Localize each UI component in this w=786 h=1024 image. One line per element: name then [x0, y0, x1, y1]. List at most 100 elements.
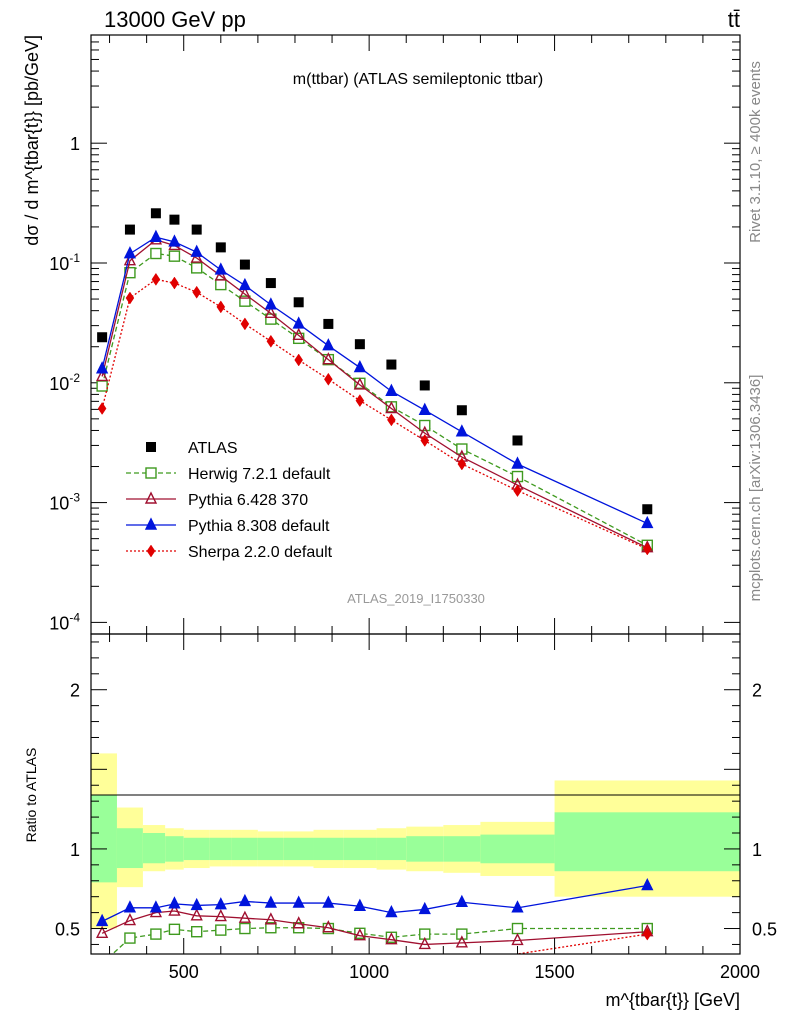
- data-point: [266, 334, 276, 348]
- ratio-point: [149, 900, 163, 913]
- series-sherpa-2-2-0-default: [97, 272, 652, 556]
- data-point: [513, 484, 522, 498]
- ratio-y-tick-label: 0.5: [752, 920, 777, 940]
- legend-label: Pythia 8.308 default: [188, 518, 330, 535]
- y-tick-label: 10-3: [49, 491, 80, 514]
- data-point: [190, 250, 203, 263]
- inner-uncertainty-band: [142, 833, 166, 864]
- data-point: [387, 413, 396, 427]
- inner-uncertainty-band: [313, 837, 344, 861]
- inner-uncertainty-band: [116, 828, 143, 869]
- data-point: [419, 419, 431, 432]
- ratio-point: [511, 900, 524, 913]
- inner-uncertainty-band: [480, 834, 555, 864]
- data-point: [191, 224, 202, 235]
- data-point: [170, 276, 179, 290]
- data-point: [169, 214, 180, 225]
- data-point: [95, 361, 109, 374]
- ratio-point: [264, 895, 277, 908]
- data-point: [123, 253, 137, 266]
- data-point: [456, 443, 468, 455]
- y-tick-label: 1: [70, 134, 80, 154]
- inner-uncertainty-band: [376, 837, 407, 861]
- data-point: [511, 470, 524, 483]
- data-point: [294, 353, 303, 367]
- inner-uncertainty-band: [283, 837, 314, 861]
- data-point: [324, 372, 333, 386]
- ratio-y-tick-label: 2: [70, 681, 80, 701]
- ratio-point: [322, 895, 335, 908]
- ratio-tick-labels: 0.5 0.5 1 1 2 2 500 1000 1500 2000: [55, 681, 777, 982]
- ratio-axis-ticks: [91, 634, 741, 954]
- ratio-point: [385, 905, 398, 918]
- data-point: [264, 305, 277, 319]
- series-line: [101, 252, 648, 546]
- data-point: [385, 400, 398, 414]
- ratio-point: [150, 928, 162, 940]
- data-point: [265, 278, 276, 289]
- data-point: [642, 504, 653, 515]
- data-point: [322, 338, 335, 351]
- legend-marker: [144, 491, 158, 504]
- data-point: [190, 262, 203, 274]
- ratio-point: [353, 898, 367, 911]
- ratio-point: [455, 894, 468, 907]
- ratio-point: [641, 877, 654, 891]
- legend-item-pythia-6-428-370: Pythia 6.428 370: [126, 491, 308, 509]
- y-tick-label: 10-1: [49, 251, 80, 274]
- data-point: [95, 368, 109, 382]
- ratio-series-sherpa-2-2-0-default: [514, 927, 652, 954]
- ratio-y-tick-label: 0.5: [55, 920, 80, 940]
- data-point: [642, 542, 652, 556]
- ratio-point: [215, 924, 227, 936]
- ratio-point: [511, 922, 524, 935]
- x-tick-label: 2000: [720, 962, 760, 982]
- data-point: [97, 332, 108, 343]
- data-point: [125, 291, 135, 305]
- data-point: [168, 234, 181, 247]
- legend-marker: [146, 442, 156, 452]
- ratio-point: [238, 910, 252, 923]
- data-point: [216, 300, 226, 314]
- ratio-line: [111, 927, 648, 954]
- data-point: [239, 295, 251, 307]
- data-point: [238, 286, 252, 299]
- ratio-point: [95, 913, 109, 927]
- ratio-y-tick-label: 1: [70, 840, 80, 860]
- uncertainty-bands: [91, 753, 740, 929]
- ratio-frame: [90, 633, 741, 955]
- data-point: [354, 339, 365, 350]
- ratio-point: [214, 909, 227, 922]
- ratio-point: [418, 936, 431, 950]
- ratio-point: [168, 896, 181, 909]
- ratio-point: [642, 927, 652, 941]
- data-point: [214, 268, 227, 281]
- main-y-axis-label: dσ / d m^{tbar{t}} [pb/GeV]: [22, 35, 42, 246]
- inner-uncertainty-band: [231, 837, 258, 861]
- ratio-series-pythia-6-428-370: [95, 903, 654, 950]
- data-point: [419, 380, 430, 391]
- x-axis-label: m^{tbar{t}} [GeV]: [605, 990, 740, 1010]
- data-point: [386, 359, 397, 370]
- data-point: [123, 246, 137, 259]
- data-point: [385, 383, 398, 396]
- main-series-layer: [95, 208, 654, 556]
- data-point: [455, 424, 468, 437]
- mcplots-label: mcplots.cern.ch [arXiv:1306.3436]: [747, 375, 764, 602]
- inner-uncertainty-band: [343, 837, 377, 861]
- data-point: [168, 250, 181, 262]
- data-point: [292, 316, 305, 329]
- series-atlas: [97, 208, 653, 515]
- ratio-y-tick-label: 2: [752, 681, 762, 701]
- legend-label: Sherpa 2.2.0 default: [188, 544, 333, 561]
- inner-uncertainty-band: [443, 836, 481, 862]
- inner-uncertainty-band: [554, 812, 740, 872]
- data-point: [214, 262, 227, 275]
- ratio-point: [292, 895, 305, 908]
- data-point: [512, 435, 523, 446]
- legend-item-sherpa-2-2-0-default: Sherpa 2.2.0 default: [126, 544, 333, 561]
- data-point: [192, 285, 201, 299]
- x-tick-label: 500: [169, 962, 199, 982]
- ratio-point: [95, 925, 109, 939]
- energy-label: 13000 GeV pp: [104, 7, 246, 32]
